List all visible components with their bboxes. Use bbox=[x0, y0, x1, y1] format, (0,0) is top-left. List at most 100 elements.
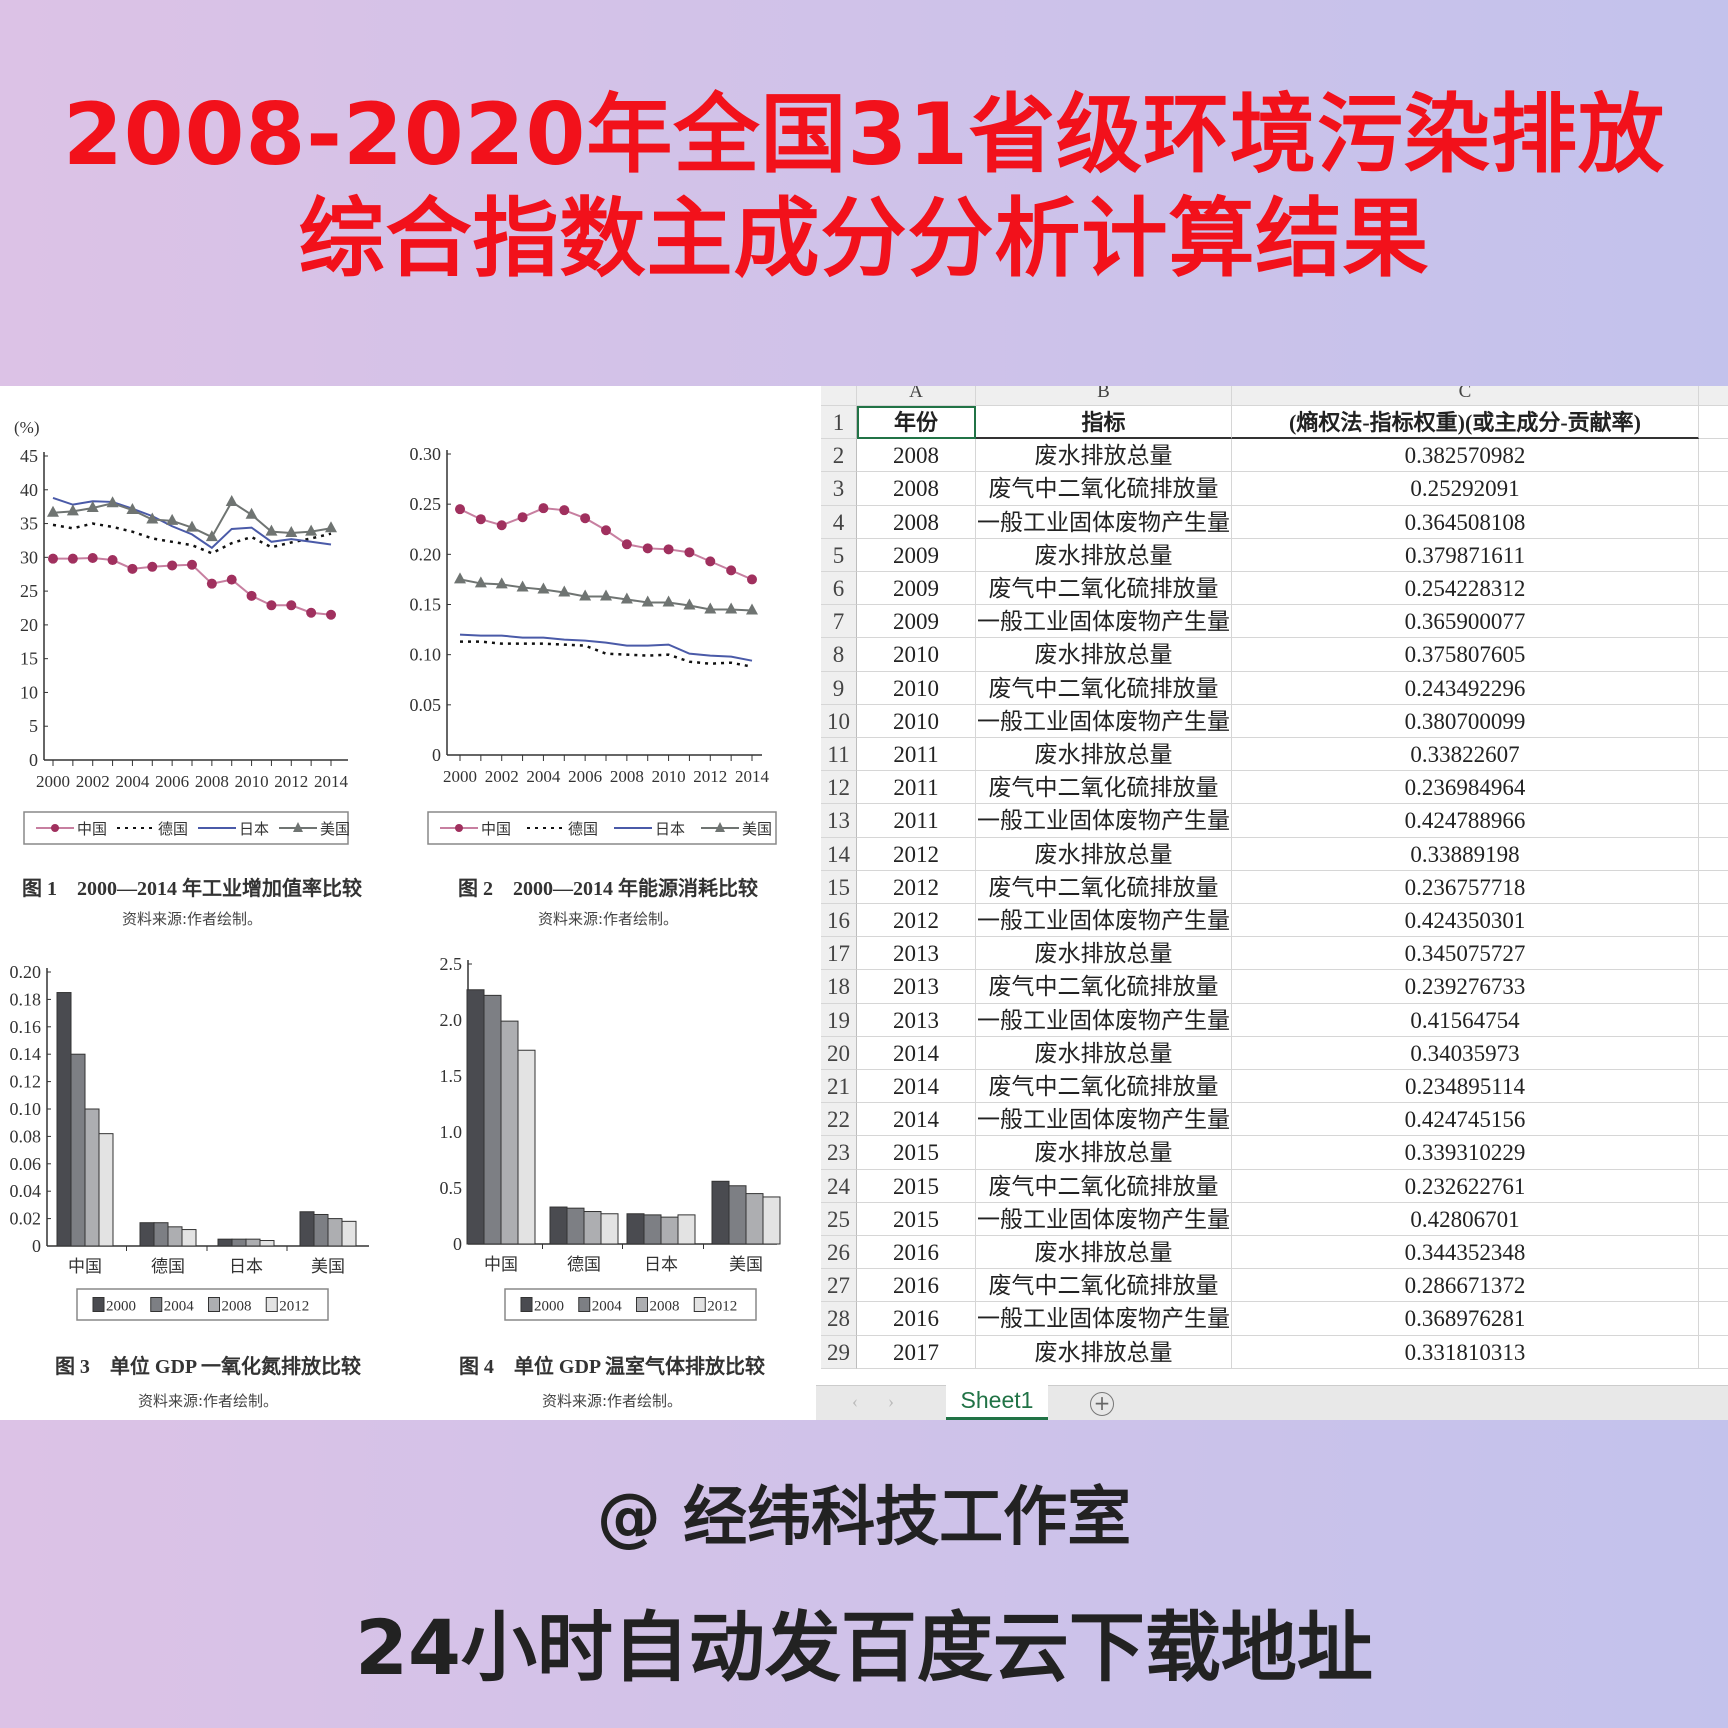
empty-cell[interactable] bbox=[1699, 937, 1728, 971]
table-cell[interactable]: 2010 bbox=[857, 638, 976, 672]
add-sheet-icon[interactable]: + bbox=[1090, 1392, 1114, 1416]
empty-cell[interactable] bbox=[1699, 804, 1728, 838]
row-number[interactable]: 4 bbox=[821, 505, 857, 539]
row-number[interactable]: 11 bbox=[821, 738, 857, 772]
table-cell[interactable]: 0.382570982 bbox=[1232, 439, 1699, 473]
row-number[interactable]: 17 bbox=[821, 937, 857, 971]
row-number[interactable]: 19 bbox=[821, 1003, 857, 1037]
empty-cell[interactable] bbox=[1699, 871, 1728, 904]
row-number[interactable]: 27 bbox=[821, 1269, 857, 1303]
table-cell[interactable]: 0.243492296 bbox=[1232, 671, 1699, 705]
table-cell[interactable]: 一般工业固体废物产生量 bbox=[976, 505, 1232, 539]
sheet-tab-sheet1[interactable]: Sheet1 bbox=[946, 1385, 1048, 1420]
table-cell[interactable]: 0.424350301 bbox=[1232, 904, 1699, 938]
row-number[interactable]: 26 bbox=[821, 1236, 857, 1270]
table-cell[interactable]: 2010 bbox=[857, 671, 976, 705]
table-cell[interactable]: 废水排放总量 bbox=[976, 738, 1232, 772]
empty-cell[interactable] bbox=[1699, 1269, 1728, 1303]
row-number[interactable]: 7 bbox=[821, 605, 857, 639]
table-cell[interactable]: 废气中二氧化硫排放量 bbox=[976, 970, 1232, 1004]
table-cell[interactable]: 2008 bbox=[857, 505, 976, 539]
table-cell[interactable]: 2013 bbox=[857, 970, 976, 1004]
row-number[interactable]: 9 bbox=[821, 671, 857, 705]
table-cell[interactable]: 2015 bbox=[857, 1169, 976, 1203]
row-number[interactable]: 21 bbox=[821, 1070, 857, 1104]
row-number[interactable]: 24 bbox=[821, 1169, 857, 1203]
row-number[interactable]: 13 bbox=[821, 804, 857, 838]
header-cell[interactable]: (熵权法-指标权重)(或主成分-贡献率) bbox=[1232, 406, 1699, 440]
table-cell[interactable]: 一般工业固体废物产生量 bbox=[976, 1003, 1232, 1037]
empty-cell[interactable] bbox=[1699, 970, 1728, 1004]
empty-cell[interactable] bbox=[1699, 1336, 1728, 1369]
empty-cell[interactable] bbox=[1699, 638, 1728, 672]
table-cell[interactable]: 废水排放总量 bbox=[976, 538, 1232, 572]
row-number[interactable]: 15 bbox=[821, 870, 857, 904]
table-cell[interactable]: 2014 bbox=[857, 1103, 976, 1137]
table-cell[interactable]: 0.33889198 bbox=[1232, 837, 1699, 871]
table-cell[interactable]: 0.254228312 bbox=[1232, 572, 1699, 606]
column-header-B[interactable]: B bbox=[976, 386, 1232, 406]
table-cell[interactable]: 一般工业固体废物产生量 bbox=[976, 1202, 1232, 1236]
table-cell[interactable]: 2011 bbox=[857, 738, 976, 772]
table-cell[interactable]: 0.232622761 bbox=[1232, 1169, 1699, 1203]
table-cell[interactable]: 0.375807605 bbox=[1232, 638, 1699, 672]
table-cell[interactable]: 0.424788966 bbox=[1232, 804, 1699, 838]
table-cell[interactable]: 2016 bbox=[857, 1236, 976, 1270]
empty-cell[interactable] bbox=[1699, 771, 1728, 805]
row-number[interactable]: 23 bbox=[821, 1136, 857, 1170]
empty-cell[interactable] bbox=[1699, 838, 1728, 871]
table-cell[interactable]: 2008 bbox=[857, 439, 976, 473]
row-number[interactable]: 28 bbox=[821, 1302, 857, 1336]
row-number[interactable]: 22 bbox=[821, 1103, 857, 1137]
table-cell[interactable]: 2014 bbox=[857, 1036, 976, 1070]
row-number[interactable]: 10 bbox=[821, 704, 857, 738]
empty-cell[interactable] bbox=[1699, 1103, 1728, 1137]
table-cell[interactable]: 2012 bbox=[857, 837, 976, 871]
header-cell[interactable]: 指标 bbox=[976, 406, 1232, 440]
row-number[interactable]: 2 bbox=[821, 439, 857, 473]
table-cell[interactable]: 废水排放总量 bbox=[976, 1335, 1232, 1369]
table-cell[interactable]: 0.339310229 bbox=[1232, 1136, 1699, 1170]
row-number[interactable]: 3 bbox=[821, 472, 857, 506]
empty-cell[interactable] bbox=[1699, 506, 1728, 539]
row-number[interactable]: 1 bbox=[821, 406, 857, 440]
column-header-C[interactable]: C bbox=[1232, 386, 1699, 406]
table-cell[interactable]: 0.344352348 bbox=[1232, 1236, 1699, 1270]
table-cell[interactable]: 0.365900077 bbox=[1232, 605, 1699, 639]
table-cell[interactable]: 2009 bbox=[857, 538, 976, 572]
empty-cell[interactable] bbox=[1699, 605, 1728, 639]
scroll-left-icon[interactable]: ‹ bbox=[852, 1391, 858, 1411]
table-cell[interactable]: 废水排放总量 bbox=[976, 1036, 1232, 1070]
empty-cell[interactable] bbox=[1699, 904, 1728, 938]
table-cell[interactable]: 废水排放总量 bbox=[976, 1236, 1232, 1270]
table-cell[interactable]: 废气中二氧化硫排放量 bbox=[976, 1070, 1232, 1104]
table-cell[interactable]: 一般工业固体废物产生量 bbox=[976, 605, 1232, 639]
empty-cell[interactable] bbox=[1699, 1070, 1728, 1104]
table-cell[interactable]: 0.286671372 bbox=[1232, 1269, 1699, 1303]
table-cell[interactable]: 0.34035973 bbox=[1232, 1036, 1699, 1070]
empty-cell[interactable] bbox=[1699, 472, 1728, 506]
empty-cell[interactable] bbox=[1699, 1236, 1728, 1270]
table-cell[interactable]: 0.42806701 bbox=[1232, 1202, 1699, 1236]
table-cell[interactable]: 0.236757718 bbox=[1232, 870, 1699, 904]
table-cell[interactable]: 0.380700099 bbox=[1232, 704, 1699, 738]
table-cell[interactable]: 废气中二氧化硫排放量 bbox=[976, 870, 1232, 904]
row-number[interactable]: 6 bbox=[821, 572, 857, 606]
table-cell[interactable]: 一般工业固体废物产生量 bbox=[976, 804, 1232, 838]
empty-cell[interactable] bbox=[1699, 1037, 1728, 1070]
column-header-A[interactable]: A bbox=[857, 386, 976, 406]
table-cell[interactable]: 2012 bbox=[857, 904, 976, 938]
table-cell[interactable]: 0.368976281 bbox=[1232, 1302, 1699, 1336]
table-cell[interactable]: 废水排放总量 bbox=[976, 439, 1232, 473]
empty-cell[interactable] bbox=[1699, 539, 1728, 572]
table-cell[interactable]: 废气中二氧化硫排放量 bbox=[976, 1169, 1232, 1203]
table-cell[interactable]: 0.234895114 bbox=[1232, 1070, 1699, 1104]
table-cell[interactable]: 废水排放总量 bbox=[976, 837, 1232, 871]
table-cell[interactable]: 一般工业固体废物产生量 bbox=[976, 1103, 1232, 1137]
table-cell[interactable]: 废水排放总量 bbox=[976, 638, 1232, 672]
table-cell[interactable]: 2016 bbox=[857, 1302, 976, 1336]
empty-cell[interactable] bbox=[1699, 406, 1728, 440]
table-cell[interactable]: 一般工业固体废物产生量 bbox=[976, 1302, 1232, 1336]
table-cell[interactable]: 废气中二氧化硫排放量 bbox=[976, 472, 1232, 506]
table-cell[interactable]: 2011 bbox=[857, 804, 976, 838]
